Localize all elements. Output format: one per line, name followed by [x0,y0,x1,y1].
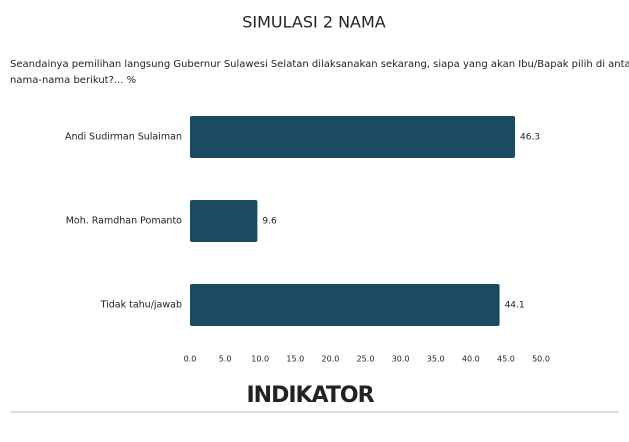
x-tick-label: 0.0 [184,355,197,364]
subtitle-line: Seandainya pemilihan langsung Gubernur S… [10,59,629,70]
y-tick-label: Andi Sudirman Sulaiman [65,132,182,143]
bar [190,116,516,158]
x-tick-label: 5.0 [219,355,232,364]
x-tick-label: 45.0 [497,355,515,364]
subtitle-line: nama-nama berikut?... % [10,75,136,86]
value-label: 44.1 [505,301,525,311]
bar [190,284,500,326]
x-tick-label: 25.0 [357,355,375,364]
y-tick-label: Tidak tahu/jawab [100,300,182,311]
value-label: 46.3 [520,133,540,143]
x-tick-label: 40.0 [462,355,480,364]
x-tick-label: 35.0 [427,355,445,364]
x-tick-label: 30.0 [392,355,410,364]
logo: INDIKATOR [246,383,374,408]
x-tick-label: 10.0 [251,355,269,364]
x-tick-label: 20.0 [321,355,339,364]
y-tick-label: Moh. Ramdhan Pomanto [66,216,182,227]
chart-title: SIMULASI 2 NAMA [242,13,386,32]
x-tick-label: 50.0 [532,355,550,364]
x-tick-label: 15.0 [286,355,304,364]
bar [190,200,258,242]
value-label: 9.6 [262,217,277,227]
